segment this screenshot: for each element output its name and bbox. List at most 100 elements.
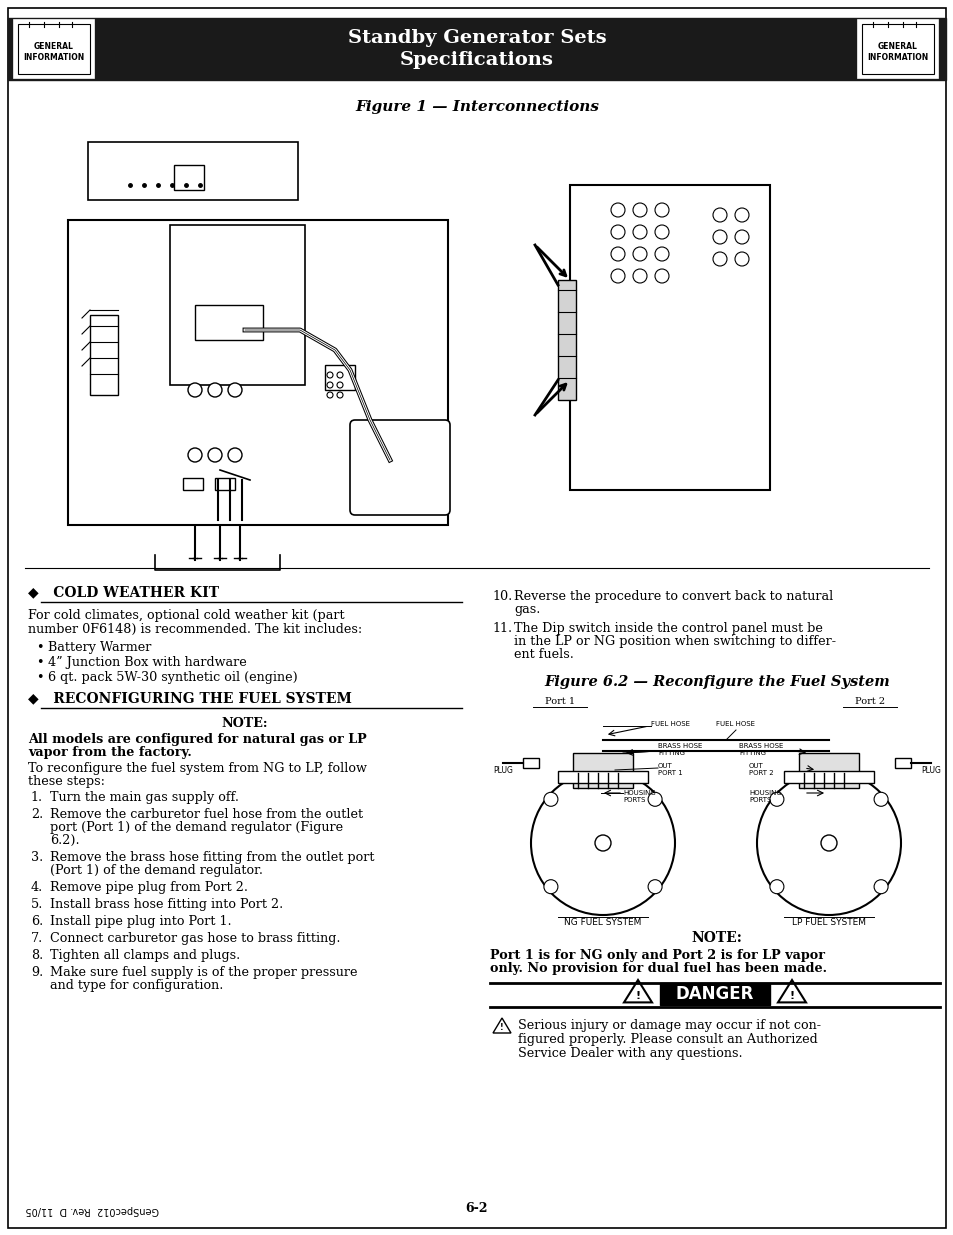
Text: 7.: 7. <box>30 932 43 945</box>
Bar <box>68 220 448 525</box>
Circle shape <box>188 383 202 396</box>
Text: 6-2: 6-2 <box>465 1202 488 1215</box>
Bar <box>170 225 305 385</box>
Bar <box>18 23 90 74</box>
Bar <box>14 20 94 78</box>
Circle shape <box>821 835 836 851</box>
Bar <box>558 280 576 400</box>
Text: and type for configuration.: and type for configuration. <box>50 979 223 992</box>
Circle shape <box>734 207 748 222</box>
Circle shape <box>610 269 624 283</box>
Bar <box>194 305 263 340</box>
FancyBboxPatch shape <box>350 420 450 515</box>
Circle shape <box>208 448 222 462</box>
Text: PLUG: PLUG <box>920 766 940 776</box>
Text: ◆   RECONFIGURING THE FUEL SYSTEM: ◆ RECONFIGURING THE FUEL SYSTEM <box>28 692 352 705</box>
Text: For cold climates, optional cold weather kit (part: For cold climates, optional cold weather… <box>28 609 344 622</box>
Text: Figure 6.2 — Reconfigure the Fuel System: Figure 6.2 — Reconfigure the Fuel System <box>543 676 889 689</box>
Text: BRASS HOSE
FITTING: BRASS HOSE FITTING <box>658 743 701 756</box>
Text: FUEL HOSE: FUEL HOSE <box>716 721 755 727</box>
Circle shape <box>188 448 202 462</box>
Bar <box>659 983 769 1005</box>
Text: HOUSING
PORTS: HOUSING PORTS <box>748 790 781 803</box>
Circle shape <box>610 225 624 240</box>
Text: ent fuels.: ent fuels. <box>514 648 574 661</box>
Text: 3.: 3. <box>30 851 43 864</box>
Bar <box>573 753 633 788</box>
Circle shape <box>610 203 624 217</box>
Circle shape <box>655 269 668 283</box>
Text: To reconfigure the fuel system from NG to LP, follow: To reconfigure the fuel system from NG t… <box>28 762 367 776</box>
Bar <box>88 142 297 200</box>
Text: Standby Generator Sets
Specifications: Standby Generator Sets Specifications <box>347 28 606 69</box>
Text: OUT
PORT 1: OUT PORT 1 <box>658 763 682 776</box>
Bar <box>8 19 945 80</box>
Text: BRASS HOSE
FITTING: BRASS HOSE FITTING <box>739 743 782 756</box>
Bar <box>173 165 204 190</box>
Text: Service Dealer with any questions.: Service Dealer with any questions. <box>517 1047 741 1060</box>
Text: only. No provision for dual fuel has been made.: only. No provision for dual fuel has bee… <box>490 962 826 974</box>
Bar <box>183 478 203 490</box>
Text: 9.: 9. <box>30 966 43 979</box>
Circle shape <box>873 793 887 806</box>
Text: 6 qt. pack 5W-30 synthetic oil (engine): 6 qt. pack 5W-30 synthetic oil (engine) <box>48 671 297 684</box>
Text: 11.: 11. <box>493 622 513 635</box>
Text: Battery Warmer: Battery Warmer <box>48 641 152 655</box>
Text: •: • <box>36 656 44 669</box>
Text: 5.: 5. <box>30 898 43 911</box>
Circle shape <box>336 372 343 378</box>
Circle shape <box>633 247 646 261</box>
Polygon shape <box>778 981 805 1003</box>
Text: Remove the brass hose fitting from the outlet port: Remove the brass hose fitting from the o… <box>50 851 375 864</box>
Circle shape <box>327 382 333 388</box>
Polygon shape <box>493 1018 511 1032</box>
Circle shape <box>208 383 222 396</box>
Circle shape <box>757 771 900 915</box>
Text: Turn the main gas supply off.: Turn the main gas supply off. <box>50 790 239 804</box>
Text: Install pipe plug into Port 1.: Install pipe plug into Port 1. <box>50 915 232 927</box>
Text: All models are configured for natural gas or LP: All models are configured for natural ga… <box>28 734 366 746</box>
Text: Remove the carburetor fuel hose from the outlet: Remove the carburetor fuel hose from the… <box>50 808 363 821</box>
Text: ◆   COLD WEATHER KIT: ◆ COLD WEATHER KIT <box>28 585 219 599</box>
Text: 4” Junction Box with hardware: 4” Junction Box with hardware <box>48 656 247 669</box>
Circle shape <box>531 771 675 915</box>
Text: The Dip switch inside the control panel must be: The Dip switch inside the control panel … <box>514 622 822 635</box>
Circle shape <box>712 230 726 245</box>
Text: 10.: 10. <box>493 590 513 603</box>
Bar <box>569 185 769 490</box>
Text: 1.: 1. <box>30 790 43 804</box>
Bar <box>90 315 118 395</box>
Text: 6.: 6. <box>30 915 43 927</box>
Circle shape <box>543 793 558 806</box>
Polygon shape <box>623 981 651 1003</box>
Bar <box>558 771 647 783</box>
Text: Port 2: Port 2 <box>854 697 884 706</box>
Text: NOTE:: NOTE: <box>691 931 741 945</box>
Circle shape <box>228 448 242 462</box>
Circle shape <box>647 879 661 894</box>
Text: these steps:: these steps: <box>28 776 105 788</box>
Text: Port 1: Port 1 <box>544 697 575 706</box>
Circle shape <box>633 269 646 283</box>
Text: Tighten all clamps and plugs.: Tighten all clamps and plugs. <box>50 948 240 962</box>
Text: GENERAL
INFORMATION: GENERAL INFORMATION <box>24 42 85 62</box>
Bar <box>214 478 234 490</box>
Text: 2.: 2. <box>30 808 43 821</box>
Text: GenSpec012  Rev. D  11/05: GenSpec012 Rev. D 11/05 <box>25 1205 158 1215</box>
Bar <box>857 20 937 78</box>
Text: !: ! <box>499 1024 503 1032</box>
Circle shape <box>647 793 661 806</box>
Text: DANGER: DANGER <box>675 986 754 1003</box>
Circle shape <box>712 252 726 266</box>
Circle shape <box>769 879 783 894</box>
Text: HOUSING
PORTS: HOUSING PORTS <box>622 790 655 803</box>
Text: •: • <box>36 671 44 684</box>
Text: FUEL HOSE: FUEL HOSE <box>650 721 689 727</box>
Text: Reverse the procedure to convert back to natural: Reverse the procedure to convert back to… <box>514 590 832 603</box>
Circle shape <box>734 230 748 245</box>
Text: Install brass hose fitting into Port 2.: Install brass hose fitting into Port 2. <box>50 898 283 911</box>
Circle shape <box>655 225 668 240</box>
Text: vapor from the factory.: vapor from the factory. <box>28 746 192 760</box>
Text: Remove pipe plug from Port 2.: Remove pipe plug from Port 2. <box>50 881 248 894</box>
Text: Connect carburetor gas hose to brass fitting.: Connect carburetor gas hose to brass fit… <box>50 932 340 945</box>
